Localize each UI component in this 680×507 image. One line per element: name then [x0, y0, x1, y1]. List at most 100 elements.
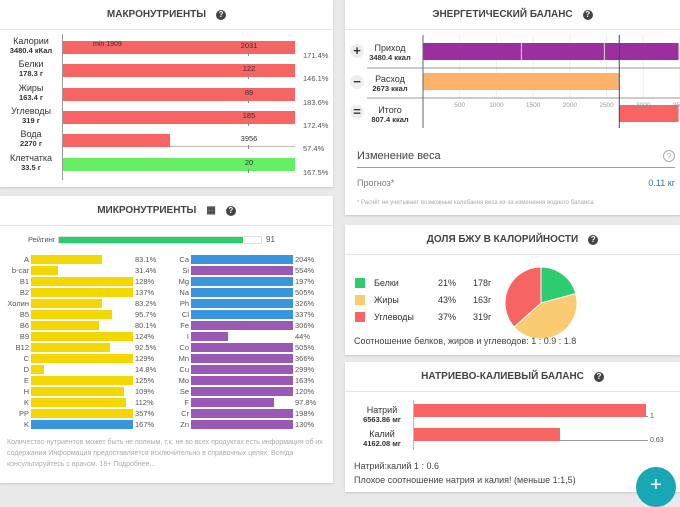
micro-bar [191, 387, 293, 396]
tick-label: 2500 [599, 102, 614, 109]
micro-pct: 204% [295, 255, 315, 264]
micro-pct: 124% [135, 332, 155, 341]
micro-pct: 337% [295, 310, 315, 319]
micro-pct: 554% [295, 266, 315, 275]
micro-pct: 112% [135, 398, 154, 407]
micro-label: Cu [179, 365, 189, 374]
help-icon[interactable]: ? [593, 371, 604, 382]
micro-pct: 306% [295, 321, 315, 330]
micro-pct: 505% [295, 343, 315, 352]
add-fab-button[interactable]: + [636, 467, 676, 507]
micro-bar [191, 288, 293, 297]
micro-bar [31, 321, 100, 330]
micro-pct: 120% [295, 387, 315, 396]
macro-pct: 167.5% [303, 167, 329, 177]
bju-title: ДОЛЯ БЖУ В КАЛОРИЙНОСТИ [426, 234, 579, 245]
micro-pct: 97.8% [295, 398, 317, 407]
micro-bar [31, 365, 44, 374]
micro-label: B12 [15, 343, 29, 352]
expense-value: 2673 ккал [372, 84, 408, 93]
micro-bar [31, 354, 133, 363]
total-bar [619, 105, 679, 122]
norm-tick [248, 52, 249, 56]
micro-title: МИКРОНУТРИЕНТЫ [97, 205, 197, 216]
nak-amount: 4162.08 мг [363, 439, 401, 448]
norm-tick [248, 98, 249, 103]
micro-bar [191, 354, 293, 363]
income-bar [423, 43, 679, 60]
nak-bar [414, 404, 646, 417]
nak-label: Калий 4162.08 мг [353, 429, 411, 449]
legend-name: Жиры [374, 295, 399, 305]
macro-row-label: Вода 2270 г [0, 129, 62, 149]
legend-pct: 37% [438, 312, 457, 322]
legend-swatch [355, 278, 365, 288]
macro-bar [63, 64, 295, 78]
micro-pct: 366% [295, 354, 315, 363]
macro-norm: 122 [242, 64, 256, 74]
micro-label: Холин [7, 299, 29, 308]
micro-label: D [23, 365, 29, 374]
micro-label: Se [179, 387, 189, 396]
legend-grams: 178г [473, 278, 492, 288]
bju-pie-chart [504, 266, 578, 340]
macro-axis [62, 34, 63, 180]
pie-slice [513, 292, 578, 340]
help-circle-icon[interactable]: ? [663, 150, 675, 162]
micronutrients-card: МИКРОНУТРИЕНТЫ ▦? Рейтинг 91 A 83.1% b-car 3… [0, 196, 333, 483]
macro-bar [63, 134, 170, 148]
micro-pct: 129% [135, 354, 155, 363]
micro-label: B2 [19, 288, 29, 297]
micro-bar [31, 343, 110, 352]
help-icon[interactable]: ? [216, 9, 227, 20]
micro-bar [191, 376, 293, 385]
table-icon[interactable]: ▦ [206, 205, 216, 216]
macronutrients-card: МАКРОНУТРИЕНТЫ? Калории 3480.4 кКал 2031 17… [0, 0, 333, 187]
macro-name: Вода [20, 129, 42, 140]
micro-pct: 357% [135, 409, 155, 418]
macro-amount: 178.3 г [19, 69, 43, 79]
total-value: 807.4 ккал [371, 115, 409, 124]
micro-pct: 31.4% [135, 266, 157, 275]
macro-pct: 146.1% [303, 74, 329, 84]
micro-label: Cl [181, 310, 189, 319]
norm-tick [248, 168, 249, 173]
micro-bar [31, 277, 133, 286]
help-icon[interactable]: ? [225, 205, 236, 216]
macro-amount: 33.5 г [21, 162, 41, 172]
micro-bar [191, 398, 275, 407]
nak-name: Калий [369, 429, 395, 439]
micro-pct: 83.1% [135, 255, 157, 264]
micro-label: B5 [19, 310, 29, 319]
micro-pct: 505% [295, 288, 315, 297]
macro-pct: 183.6% [303, 97, 329, 107]
micro-pct: 95.7% [135, 310, 157, 319]
pie-slice [540, 266, 577, 304]
macro-name: Жиры [18, 82, 44, 93]
minus-icon: − [350, 75, 364, 89]
macro-amount: 163.4 г [19, 92, 43, 102]
micro-label: B1 [19, 277, 29, 286]
forecast-label: Прогноз* [357, 178, 395, 188]
macro-norm: 20 [244, 157, 254, 167]
micro-pct: 167% [135, 420, 155, 429]
micro-pct: 44% [295, 332, 311, 341]
macro-bar [63, 157, 295, 171]
macro-row-label: Жиры 163.4 г [0, 83, 62, 103]
norm-tick [248, 145, 249, 150]
forecast-value: 0.11 кг [648, 178, 675, 188]
macro-row-label: Белки 178.3 г [0, 59, 62, 79]
micro-bar [31, 398, 127, 407]
expense-label: Расход [375, 74, 405, 84]
nak-bar [414, 428, 561, 441]
norm-tick [248, 75, 249, 80]
help-icon[interactable]: ? [588, 234, 599, 245]
micro-pct: 14.8% [135, 365, 157, 374]
macro-pct: 172.4% [303, 120, 329, 130]
micro-bar [191, 420, 293, 429]
nak-value: 0.63 [650, 437, 664, 444]
weight-change-field[interactable]: Изменение веса? [357, 150, 675, 168]
help-icon[interactable]: ? [582, 9, 593, 20]
micro-label: Si [182, 266, 189, 275]
legend-pct: 43% [438, 295, 457, 305]
